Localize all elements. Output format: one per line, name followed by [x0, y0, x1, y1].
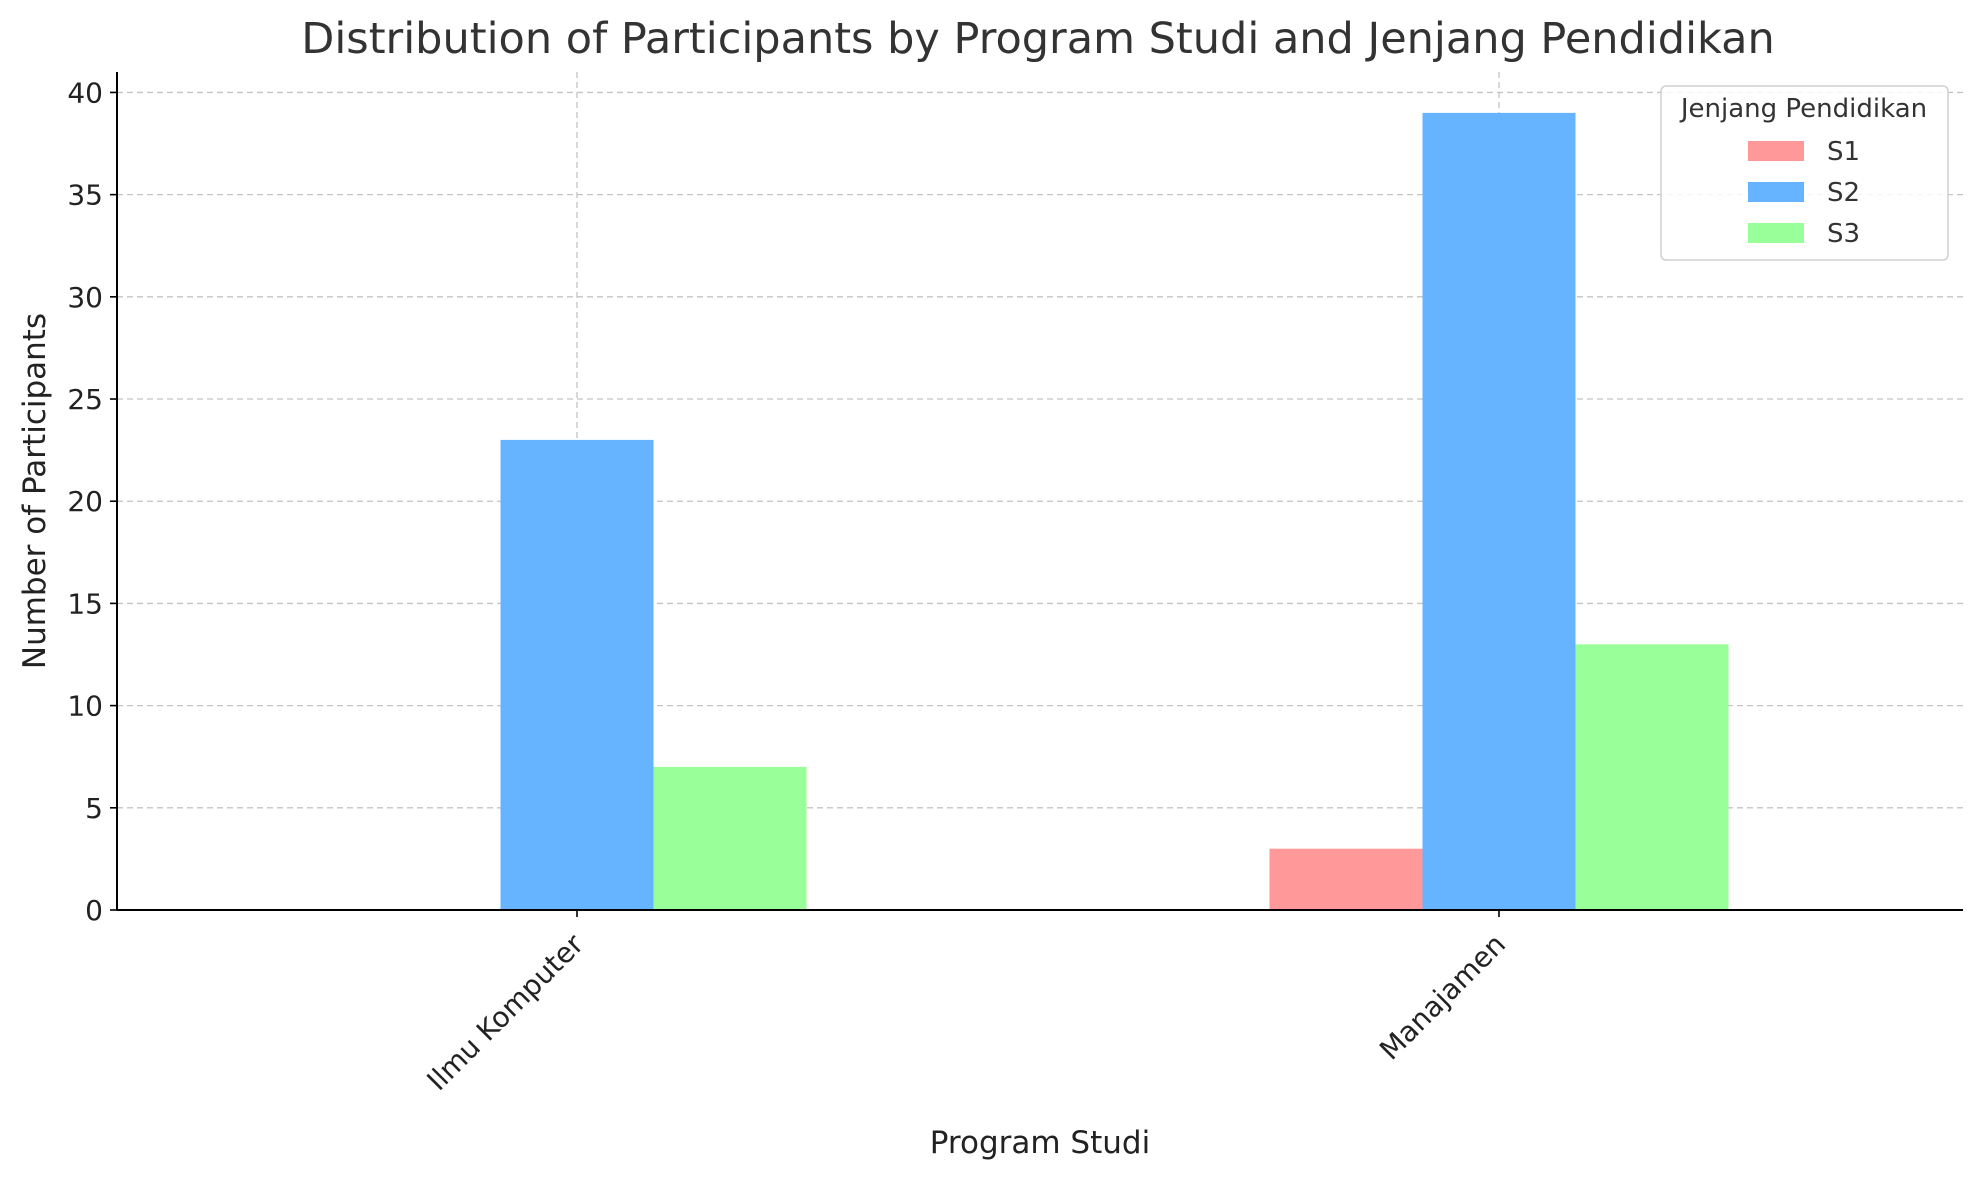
- legend-swatch-s1: [1748, 141, 1804, 161]
- legend-swatch-s2: [1748, 182, 1804, 202]
- y-tick-label: 35: [67, 179, 103, 212]
- legend-swatch-s3: [1748, 223, 1804, 243]
- legend-label-s2: S2: [1827, 178, 1860, 208]
- bar-s3-1: [1575, 644, 1729, 910]
- bar-s2-1: [1422, 112, 1576, 910]
- bars: [500, 112, 1729, 910]
- y-tick-label: 40: [67, 76, 103, 109]
- bar-s1-1: [1269, 848, 1423, 910]
- y-tick-label: 25: [67, 383, 103, 416]
- y-ticks: 0 5 10 15 20 25 30 35 40: [67, 76, 117, 927]
- y-tick-label: 20: [67, 485, 103, 518]
- y-tick-label: 5: [85, 792, 103, 825]
- x-tick-label: Ilmu Komputer: [421, 927, 591, 1097]
- y-tick-label: 30: [67, 281, 103, 314]
- bar-s2-0: [500, 439, 654, 910]
- y-tick-label: 10: [67, 690, 103, 723]
- y-tick-label: 0: [85, 894, 103, 927]
- legend-items: S1 S2 S3: [1748, 137, 1860, 249]
- legend-frame: [1660, 85, 1949, 261]
- axes: [116, 72, 1963, 911]
- bar-s3-0: [653, 766, 807, 910]
- y-axis-title: Number of Participants: [17, 313, 53, 669]
- x-axis-title: Program Studi: [930, 1125, 1150, 1161]
- grid-lines: [117, 72, 1963, 910]
- legend-label-s3: S3: [1827, 219, 1860, 249]
- x-tick-label: Manajamen: [1373, 928, 1512, 1067]
- x-ticks: Ilmu Komputer Manajamen: [421, 910, 1512, 1097]
- chart-title: Distribution of Participants by Program …: [301, 14, 1775, 64]
- legend: Jenjang Pendidikan S1 S2 S3: [1660, 85, 1949, 261]
- legend-label-s1: S1: [1827, 137, 1860, 167]
- legend-title: Jenjang Pendidikan: [1679, 94, 1927, 124]
- y-tick-label: 15: [67, 587, 103, 620]
